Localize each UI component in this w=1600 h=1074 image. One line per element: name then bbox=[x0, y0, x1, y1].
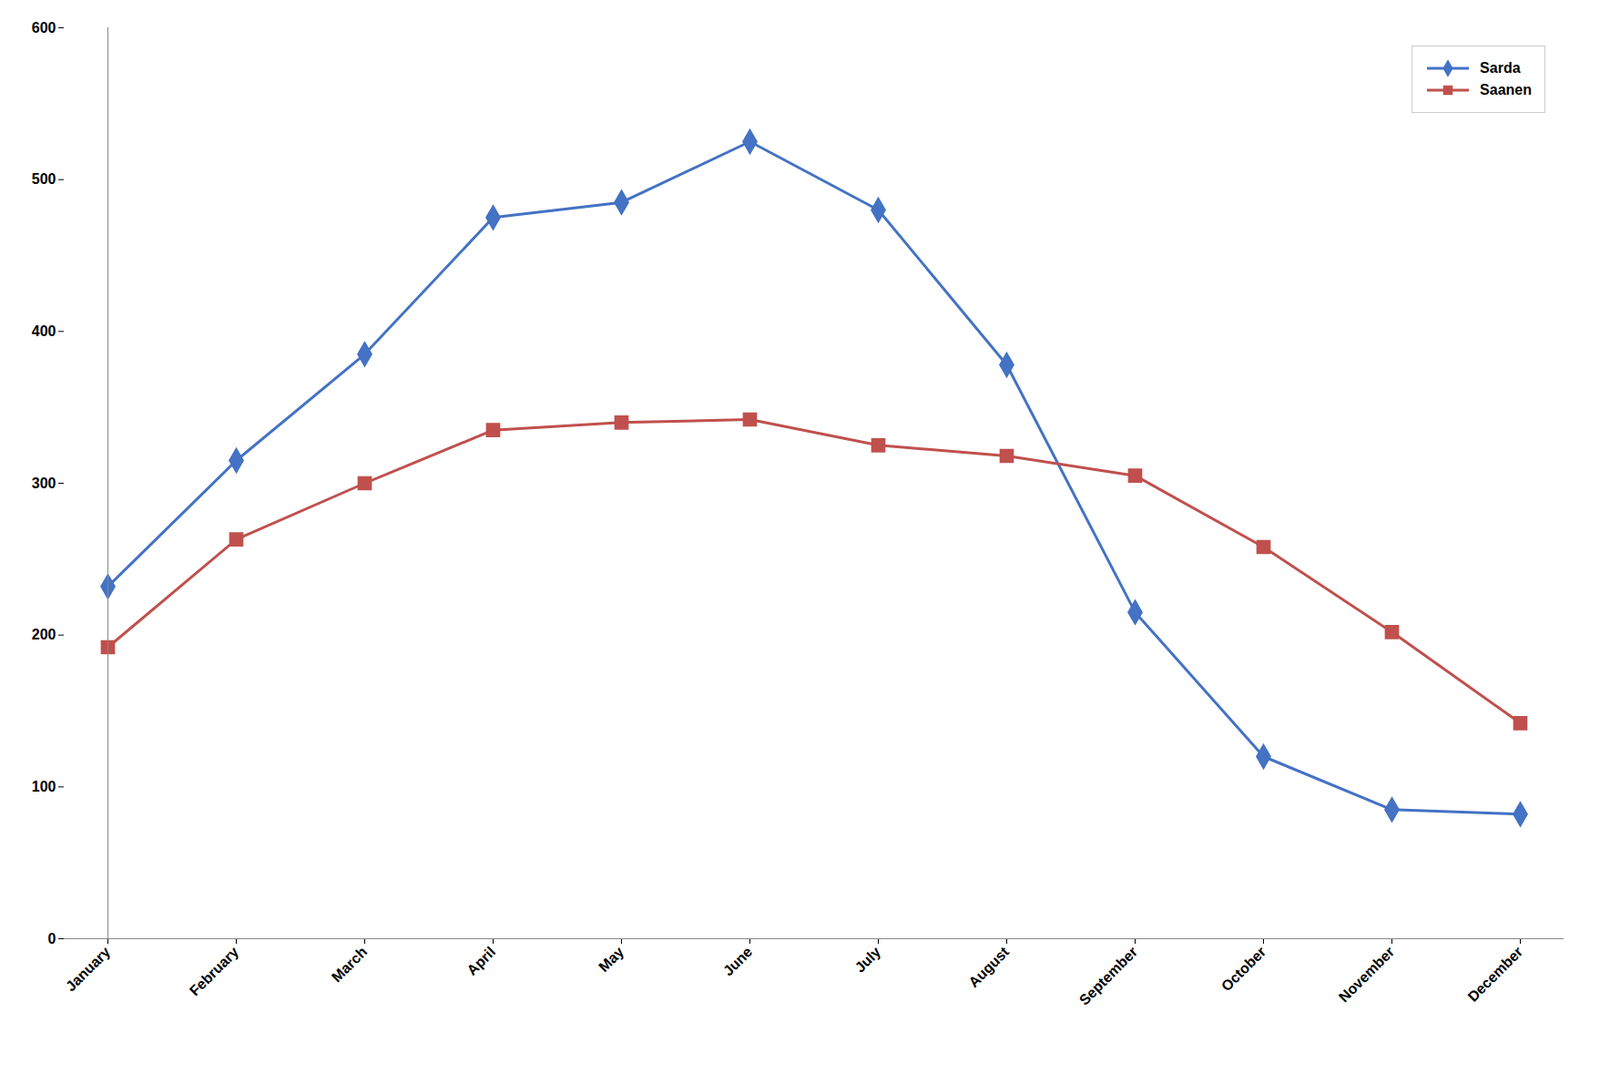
svg-text:100: 100 bbox=[31, 778, 57, 795]
svg-text:January: January bbox=[62, 943, 113, 994]
html-text:Sarda: Sarda bbox=[1479, 60, 1521, 76]
svg-text:May: May bbox=[595, 943, 627, 975]
svg-text:200: 200 bbox=[31, 626, 57, 643]
svg-text:March: March bbox=[328, 943, 370, 985]
svg-text:November: November bbox=[1335, 943, 1397, 1005]
svg-text:October: October bbox=[1218, 943, 1269, 994]
svg-text:April: April bbox=[463, 943, 499, 979]
svg-text:0: 0 bbox=[48, 930, 57, 947]
svg-text:July: July bbox=[852, 943, 885, 976]
svg-text:February: February bbox=[186, 943, 243, 999]
svg-text:August: August bbox=[965, 943, 1012, 990]
html-text:Saanen: Saanen bbox=[1479, 81, 1532, 98]
svg-text:400: 400 bbox=[31, 323, 57, 339]
svg-text:500: 500 bbox=[31, 171, 57, 187]
svg-text:September: September bbox=[1076, 943, 1142, 1009]
svg-text:December: December bbox=[1465, 943, 1527, 1005]
svg-text:600: 600 bbox=[31, 20, 57, 36]
svg-text:300: 300 bbox=[31, 475, 57, 491]
svg-text:June: June bbox=[720, 943, 755, 979]
